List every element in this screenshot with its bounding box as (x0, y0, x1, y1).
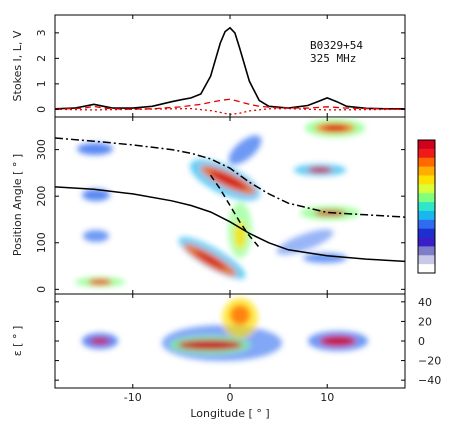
pa-density-blob (323, 125, 347, 131)
colorbar (417, 139, 436, 274)
pa-density-blob (228, 135, 262, 165)
pa-density-blob (88, 279, 112, 285)
y-tick-label: 3 (35, 29, 48, 36)
pa-density-blob (209, 170, 247, 190)
colorbar-segment (418, 175, 435, 185)
pa-density-blob (303, 253, 347, 263)
colorbar-segment (418, 148, 435, 159)
y-tick-label: 40 (418, 296, 432, 309)
profile-panel-frame (54, 14, 406, 118)
colorbar-segment (418, 246, 435, 256)
y-tick-label: 20 (418, 315, 432, 328)
y-tick-label: 0 (418, 335, 425, 348)
x-tick-label: -10 (124, 391, 142, 404)
pa-density-blob (82, 189, 110, 201)
pa-density-blob (276, 229, 334, 255)
y-tick-label: 300 (35, 139, 48, 160)
ellipticity-density-blob (178, 340, 242, 350)
y-tick-label: 100 (35, 232, 48, 253)
colorbar-segment (418, 210, 435, 221)
colorbar-segment (418, 140, 435, 150)
y-tick-label: 2 (35, 55, 48, 62)
y-tick-label: −20 (418, 355, 441, 368)
ellipticity-density-map (82, 298, 368, 361)
colorbar-segment (418, 157, 435, 168)
profile-y-axis-title: Stokes I, L, V (11, 30, 24, 101)
pa-density-blob (83, 230, 109, 242)
colorbar-frame (417, 139, 436, 274)
colorbar-segment (418, 193, 435, 203)
ellipticity-density-blob (320, 336, 356, 346)
pa-density-blob (234, 221, 246, 249)
pulsar-name-label: B0329+54 (310, 39, 363, 52)
colorbar-segment (418, 202, 435, 212)
pa-density-blob (77, 143, 113, 155)
x-tick-label: 10 (320, 391, 334, 404)
ellipticity-density-blob (90, 338, 110, 344)
y-tick-label: −40 (418, 374, 441, 387)
y-tick-label: 200 (35, 186, 48, 207)
pa-density-blob (194, 250, 226, 270)
colorbar-segment (418, 228, 435, 239)
pa-dashed-curve (209, 174, 260, 248)
colorbar-segment (418, 237, 435, 247)
stokes-l-line (55, 98, 405, 110)
pa-density-blob (308, 167, 332, 173)
colorbar-segment (418, 255, 435, 265)
colorbar-segment (418, 166, 435, 176)
colorbar-segment (418, 184, 435, 194)
colorbar-segment (418, 219, 435, 230)
stokes-i-line (55, 26, 405, 110)
pa-solid-curve (55, 186, 405, 263)
pa-curve-group (55, 137, 405, 263)
x-axis-title: Longitude [ ° ] (190, 407, 269, 420)
pa-density-map (75, 119, 365, 287)
colorbar-segment (418, 264, 435, 274)
pa-dashdot-curve (55, 137, 405, 218)
x-tick-group: -10 0 10 (124, 15, 334, 404)
pa-y-axis-title: Position Angle [ ° ] (11, 154, 24, 256)
ellipticity-y-axis-title: ε [ ° ] (11, 326, 24, 357)
ellipticity-density-blob (230, 305, 250, 325)
frequency-label: 325 MHz (310, 52, 356, 65)
y-tick-label: 0 (35, 106, 48, 113)
x-tick-label: 0 (227, 391, 234, 404)
y-tick-label: 1 (35, 80, 48, 87)
y-tick-label: 0 (35, 286, 48, 293)
